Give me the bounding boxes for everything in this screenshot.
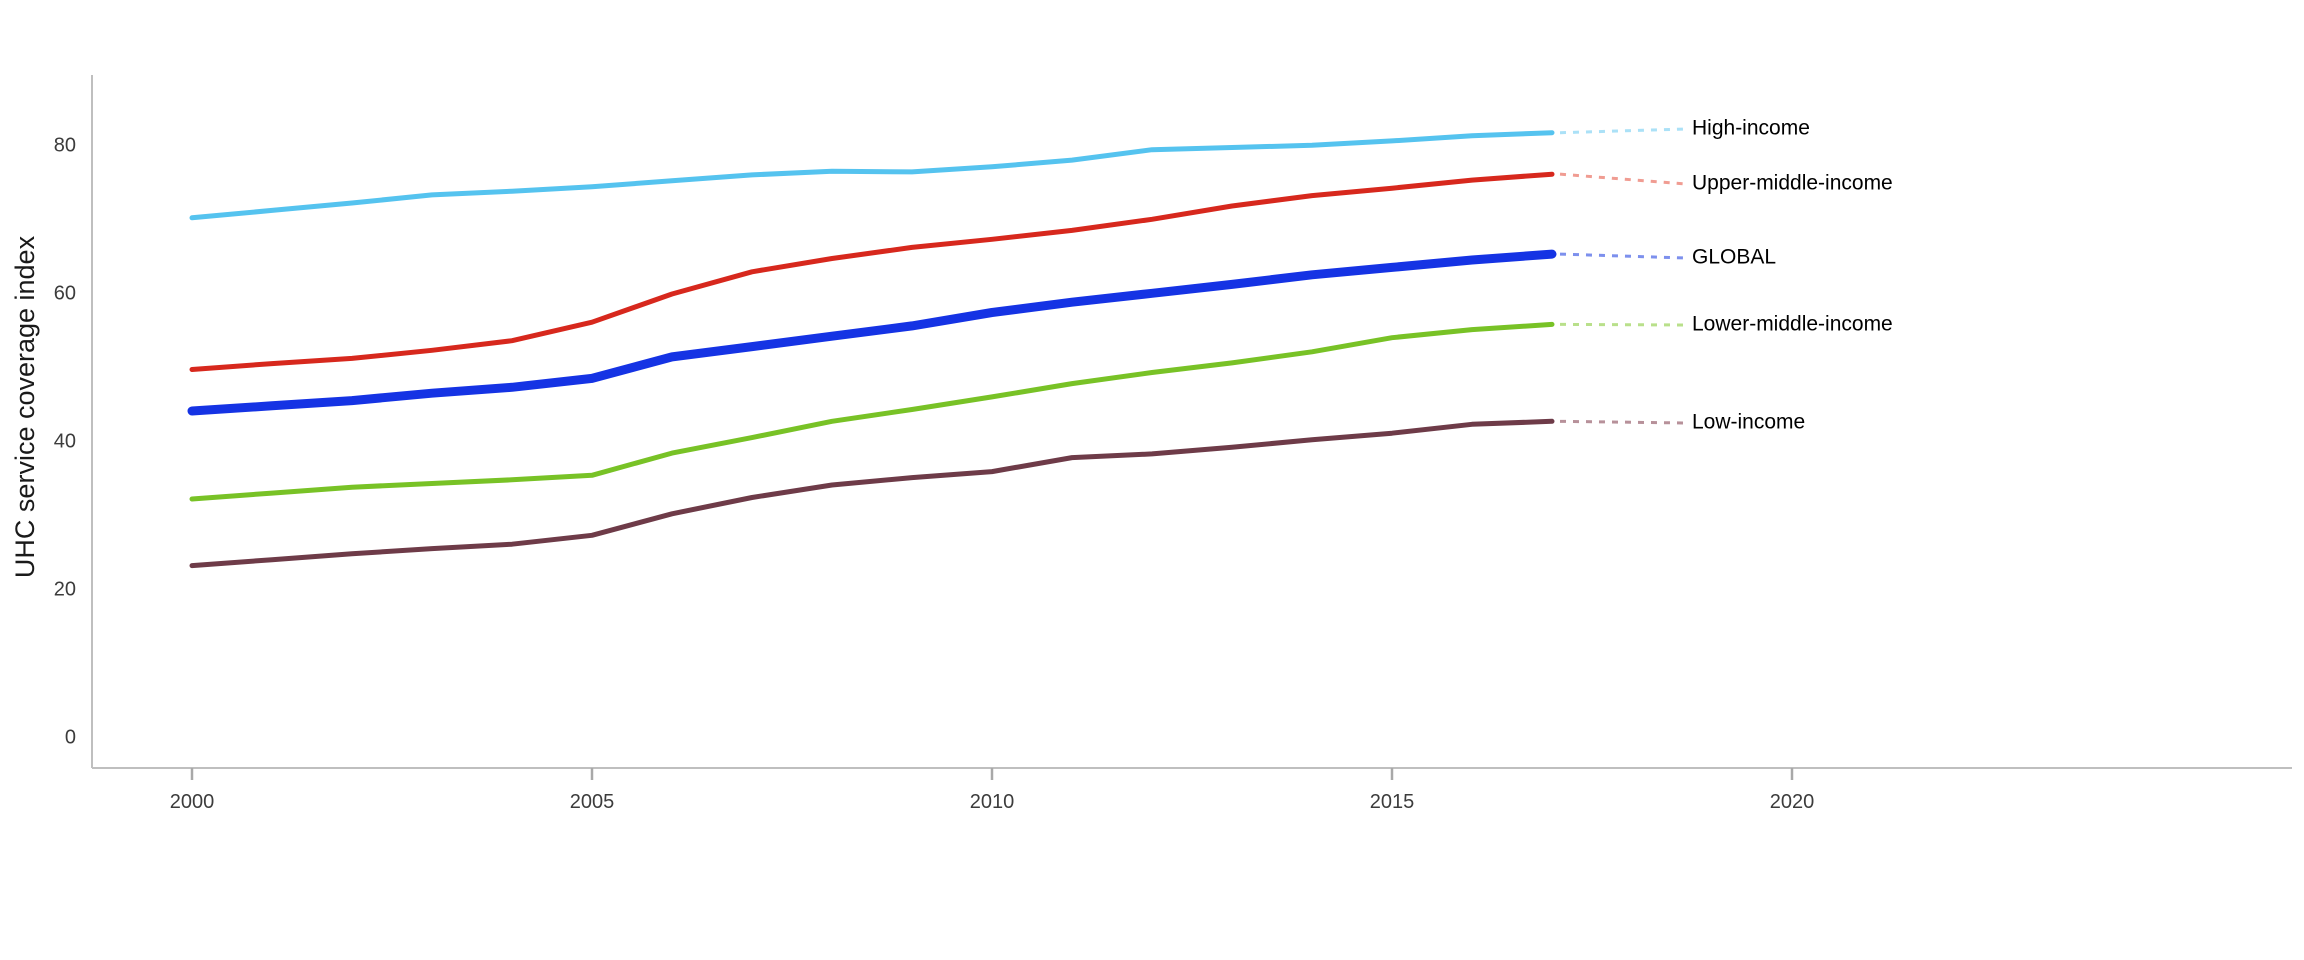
y-axis-title: UHC service coverage index xyxy=(10,235,40,578)
leader-line-upper-middle-income xyxy=(1559,172,1687,186)
axes xyxy=(91,75,2292,769)
series-line-global xyxy=(187,249,1557,416)
x-tick-label: 2015 xyxy=(1370,791,1415,813)
series-label-lower-middle-income: Lower-middle-income xyxy=(1692,313,1893,336)
series-line-lower-middle-income xyxy=(189,321,1555,502)
leader-line-global xyxy=(1559,252,1687,260)
x-tick-label: 2020 xyxy=(1770,791,1815,813)
series-label-high-income: High-income xyxy=(1692,117,1810,140)
series-label-global: GLOBAL xyxy=(1692,246,1776,269)
y-tick-group: 0 20 40 60 80 xyxy=(54,134,76,748)
leader-line-high-income xyxy=(1559,127,1687,135)
leader-line-low-income xyxy=(1559,419,1687,425)
leader-line-lower-middle-income xyxy=(1559,322,1687,327)
y-tick-label: 20 xyxy=(54,578,76,600)
series-line-low-income xyxy=(189,418,1555,569)
x-tick-group: 2000 2005 2010 2015 2020 xyxy=(170,768,1815,813)
y-tick-label: 0 xyxy=(65,726,76,748)
leader-group xyxy=(1559,127,1687,425)
x-tick-label: 2010 xyxy=(970,791,1015,813)
series-label-low-income: Low-income xyxy=(1692,411,1805,434)
series-label-upper-middle-income: Upper-middle-income xyxy=(1692,172,1893,195)
y-tick-label: 60 xyxy=(54,282,76,304)
y-tick-label: 80 xyxy=(54,134,76,156)
x-tick-label: 2000 xyxy=(170,791,215,813)
series-line-high-income xyxy=(189,130,1555,221)
series-label-group: High-income Upper-middle-income GLOBAL Lowe… xyxy=(1692,117,1893,434)
x-tick-label: 2005 xyxy=(570,791,615,813)
y-tick-label: 40 xyxy=(54,430,76,452)
series-line-upper-middle-income xyxy=(189,171,1555,372)
series-group xyxy=(187,130,1557,569)
